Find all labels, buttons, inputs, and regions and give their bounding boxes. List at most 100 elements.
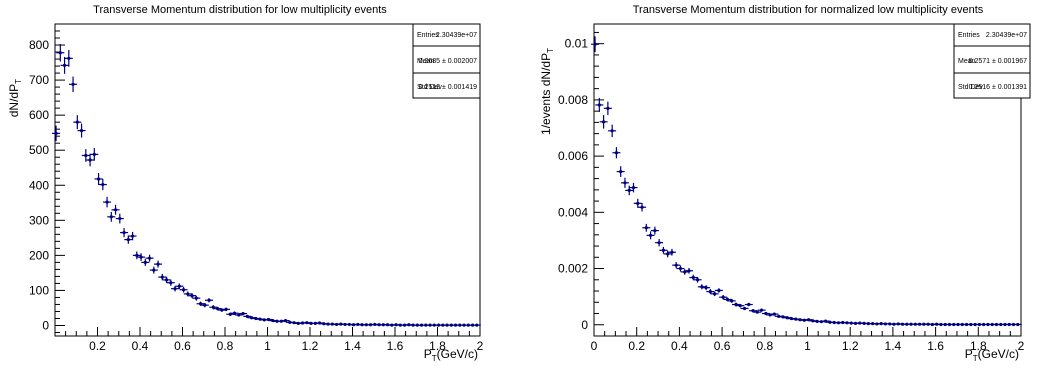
right-data-point [591, 36, 600, 53]
right-data-point [702, 285, 711, 291]
right-y-axis-title-sub: T [546, 48, 555, 53]
left-x-tick-label: 0.2 [89, 339, 106, 353]
left-marker [343, 322, 347, 327]
left-marker [194, 296, 198, 300]
right-marker [977, 322, 981, 327]
right-stats-std-value: 0.2516 ± 0.001391 [969, 84, 1027, 91]
right-x-tick-label: 0.6 [714, 339, 731, 353]
right-data-point [719, 294, 728, 300]
left-marker [309, 321, 313, 325]
left-marker [458, 323, 462, 327]
left-marker [143, 260, 147, 264]
left-marker [156, 262, 160, 266]
left-data-point [69, 76, 78, 93]
right-marker [640, 205, 644, 209]
left-marker [101, 182, 105, 187]
right-data-point [667, 248, 676, 256]
right-marker [708, 289, 712, 294]
left-data-point [162, 276, 171, 284]
right-marker [742, 306, 747, 311]
right-marker [956, 322, 960, 327]
left-marker [224, 307, 228, 311]
right-marker [990, 322, 994, 327]
left-data-point [149, 266, 158, 274]
right-data-point [612, 147, 621, 159]
right-y-tick-label: 0.004 [558, 205, 588, 219]
right-data-point [736, 303, 745, 308]
left-y-tick-label: 500 [29, 143, 49, 157]
right-data-point [740, 306, 749, 311]
left-marker [445, 323, 449, 327]
left-data-point [81, 149, 90, 162]
left-marker [198, 302, 203, 306]
left-data-point [234, 313, 243, 317]
left-marker [62, 63, 67, 67]
right-data-point [638, 203, 647, 212]
right-marker [674, 263, 678, 267]
right-data-point [642, 223, 651, 232]
left-stats-entries-value: 2.30439e+07 [436, 32, 477, 39]
right-marker [1011, 322, 1016, 327]
right-marker [636, 201, 640, 205]
right-marker [764, 311, 768, 316]
left-marker [462, 323, 466, 327]
left-marker [58, 51, 62, 55]
right-y-tick-label: 0.006 [558, 149, 588, 163]
right-marker [747, 302, 751, 307]
right-marker [772, 312, 777, 316]
right-marker [1003, 322, 1007, 327]
right-marker [1007, 322, 1011, 327]
left-data-point [277, 319, 286, 323]
left-marker [326, 322, 330, 326]
right-stats-mean-value: 0.2571 ± 0.001967 [969, 58, 1027, 65]
left-x-tick-label: 2 [477, 339, 484, 353]
left-data-point [103, 196, 112, 208]
right-marker [597, 103, 601, 107]
right-data-point [650, 226, 659, 235]
right-x-axis-title-unit: (GeV/c) [978, 347, 1019, 361]
left-data-point [90, 148, 99, 161]
right-marker [631, 185, 636, 190]
left-y-axis-title-sub: T [14, 79, 23, 84]
right-data-point [706, 289, 715, 295]
left-x-tick-label: 1 [264, 339, 271, 353]
right-marker [759, 308, 764, 312]
left-x-axis-title-sub: T [432, 354, 437, 363]
right-marker [947, 322, 952, 327]
left-marker [241, 311, 245, 316]
left-chart: Transverse Momentum distribution for low… [7, 4, 484, 363]
right-x-tick-label: 1.4 [885, 339, 902, 353]
right-marker [627, 188, 631, 192]
left-marker [147, 256, 152, 260]
left-data-point [86, 153, 95, 167]
left-marker [215, 307, 220, 311]
left-x-tick-label: 0.6 [174, 339, 191, 353]
left-data-point [98, 178, 107, 191]
right-y-tick-label: 0.002 [558, 262, 588, 276]
left-data-point [243, 314, 252, 318]
right-marker [678, 266, 683, 271]
right-marker [960, 322, 964, 327]
right-marker [606, 106, 610, 110]
right-marker [721, 295, 725, 299]
left-data-point [209, 305, 218, 310]
left-marker [84, 153, 88, 158]
right-data-point [757, 308, 766, 312]
left-y-tick-label: 0 [42, 318, 49, 332]
left-marker [211, 305, 215, 309]
right-data-point [680, 269, 689, 275]
right-data-point [689, 274, 698, 281]
right-marker [943, 322, 947, 327]
right-data-point [697, 284, 706, 290]
left-data-point [56, 43, 65, 62]
left-data-point [192, 295, 201, 301]
left-stats-mean-label: Mean [417, 58, 435, 65]
right-data-point [595, 97, 604, 112]
left-data-point [141, 258, 150, 266]
right-x-tick-label: 0.8 [756, 339, 773, 353]
right-marker [687, 269, 691, 273]
right-data-point [633, 198, 642, 208]
left-data-point [213, 306, 222, 311]
left-data-point [183, 291, 192, 297]
right-data-point [804, 318, 813, 322]
